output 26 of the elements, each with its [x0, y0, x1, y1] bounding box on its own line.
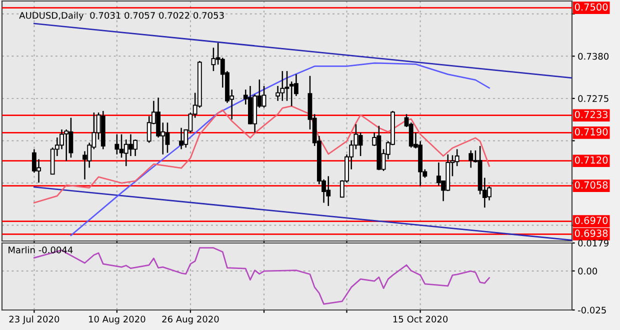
y-tick-label: 0.7275: [578, 95, 608, 102]
line-series: [33, 105, 490, 204]
y-tick-label: -0.025: [578, 306, 606, 314]
x-tick-label: 26 Aug 2020: [162, 316, 219, 324]
ref-line-label: 0.7233: [574, 110, 608, 118]
ref-line-label: 0.7190: [574, 128, 608, 136]
x-tick-label: 15 Oct 2020: [393, 316, 448, 323]
ref-line-label: 0.6970: [574, 216, 608, 224]
ref-line-label: 0.6938: [574, 230, 608, 237]
y-tick-label: 0.7380: [578, 52, 609, 60]
candlestick: [114, 134, 120, 156]
x-tick-label: 10 Aug 2020: [88, 316, 146, 324]
candlestick: [454, 148, 460, 167]
candlestick: [468, 150, 474, 168]
line-series: [70, 62, 490, 236]
x-tick-label: 23 Jul 2020: [9, 316, 60, 324]
text: AUDUSD,Daily 0.7031 0.7057 0.7022 0.7053: [19, 12, 224, 21]
ref-line-label: 0.7120: [574, 156, 608, 164]
y-tick-label: 0.00: [578, 268, 598, 275]
line-series: [33, 247, 490, 305]
annotation: Marlin -0.0044: [8, 246, 73, 254]
y-tick-label: 0.0179: [578, 240, 609, 247]
candlestick: [276, 85, 280, 102]
candlestick: [294, 74, 298, 97]
ref-line-label: 0.7500: [574, 3, 608, 11]
ref-line-label: 0.7058: [574, 181, 608, 189]
